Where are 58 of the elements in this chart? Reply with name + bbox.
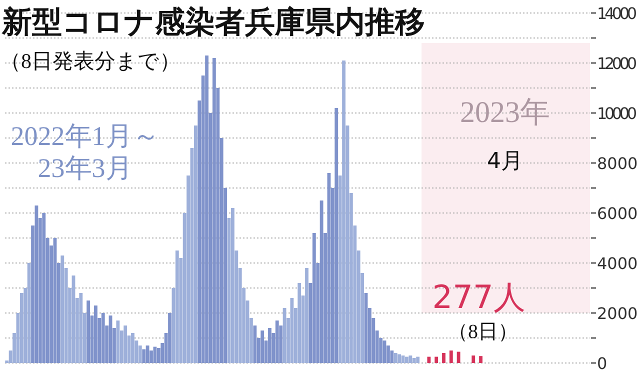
bar xyxy=(412,358,416,363)
bar xyxy=(253,326,257,363)
bar xyxy=(434,356,438,363)
bar xyxy=(405,356,408,363)
y-tick-label: 12000 xyxy=(597,54,637,73)
bar xyxy=(312,233,316,363)
bar xyxy=(456,352,460,363)
bar xyxy=(142,349,146,363)
bar xyxy=(305,268,308,363)
y-tick-label: 8000 xyxy=(597,154,638,173)
data-label: 277人 xyxy=(432,278,526,316)
bar xyxy=(334,108,338,363)
bar xyxy=(342,60,346,363)
bar xyxy=(260,330,264,363)
y-tick-label: 10000 xyxy=(597,104,637,123)
bar xyxy=(146,346,150,363)
bar xyxy=(268,328,272,363)
bar xyxy=(479,356,482,363)
bar xyxy=(212,58,216,363)
bar xyxy=(290,298,294,363)
bar xyxy=(394,353,398,363)
bar xyxy=(27,263,31,363)
y-tick-label: 2000 xyxy=(597,304,638,323)
bar xyxy=(298,283,302,363)
y-tick-label: 0 xyxy=(597,354,608,373)
annotation: 2023年 xyxy=(460,96,550,129)
bar xyxy=(60,256,64,363)
bar xyxy=(275,320,279,363)
bar xyxy=(124,326,128,363)
text: （8日発表分まで） xyxy=(0,49,180,73)
bar xyxy=(131,333,134,363)
annotation: 2022年1月～ 23年3月 xyxy=(10,121,160,183)
bar xyxy=(320,200,324,363)
annotation: （8日） xyxy=(448,321,518,343)
bar xyxy=(416,356,420,363)
bar xyxy=(79,293,83,363)
bar xyxy=(175,250,179,363)
bar xyxy=(408,356,412,363)
y-tick-label: 6000 xyxy=(597,204,638,223)
bar xyxy=(116,320,120,363)
bar xyxy=(101,313,105,363)
bar xyxy=(153,346,157,363)
bar xyxy=(427,356,431,363)
bar xyxy=(231,208,234,363)
bar xyxy=(449,350,453,363)
y-tick-label: 4000 xyxy=(597,254,638,273)
bar xyxy=(86,300,90,363)
bar xyxy=(168,313,172,363)
bar xyxy=(472,356,476,363)
y-tick-label: 14000 xyxy=(597,4,637,23)
bar xyxy=(94,306,98,363)
chart-title: 新型コロナ感染者兵庫県内推移 xyxy=(1,5,425,40)
annotation: 4月 xyxy=(487,149,523,174)
bar xyxy=(398,354,402,363)
bar xyxy=(442,353,446,363)
bar xyxy=(42,213,46,363)
bar xyxy=(194,126,198,363)
bar xyxy=(205,56,208,363)
